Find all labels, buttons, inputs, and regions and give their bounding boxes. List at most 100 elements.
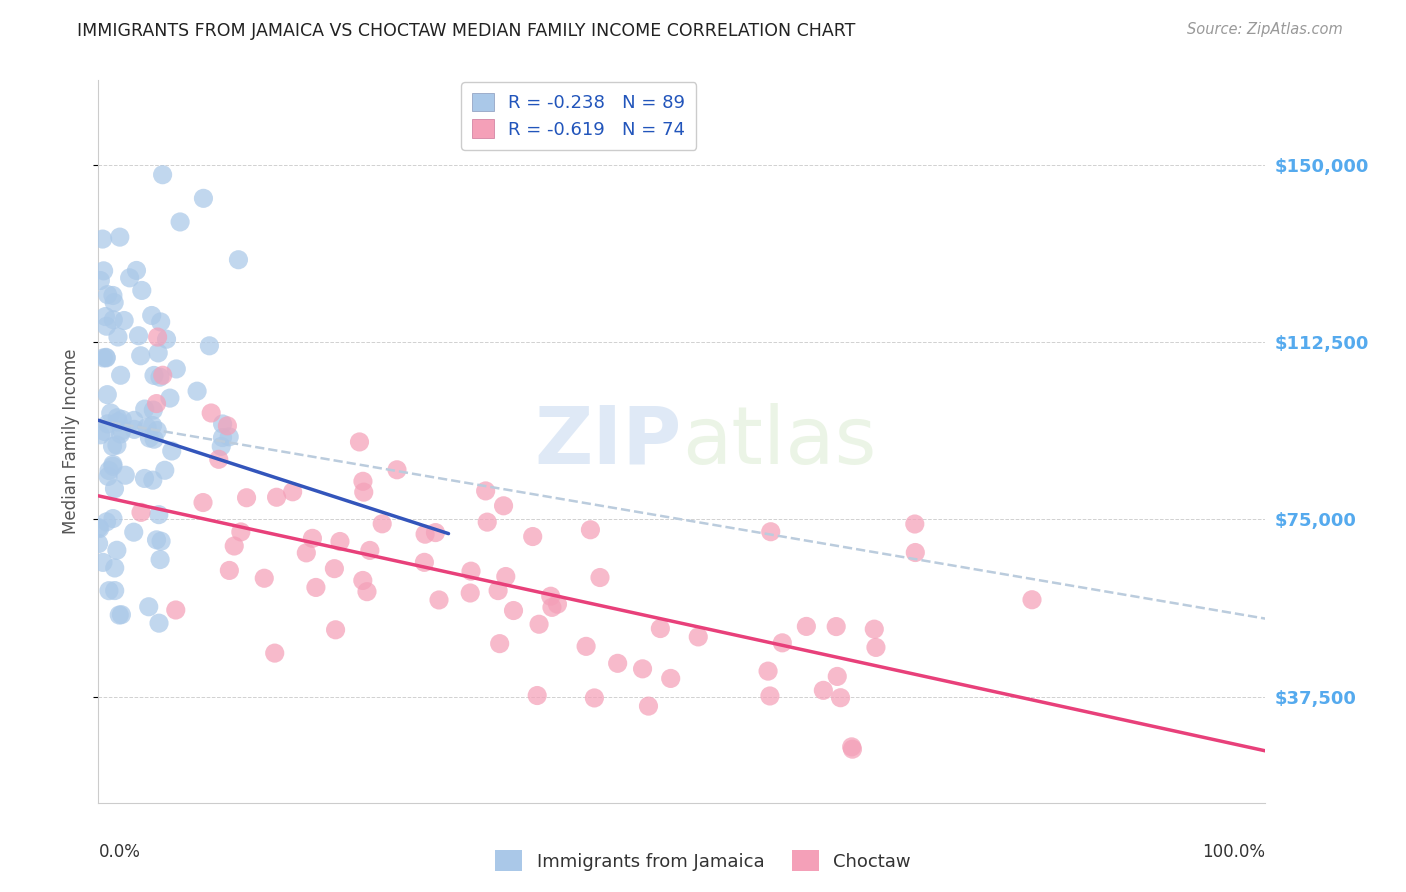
Point (94, 351, 117, 365)
Point (89, 427, 111, 442)
Point (211, 417, 233, 431)
Point (191, 495, 214, 509)
Point (224, 539, 246, 553)
Point (149, 370, 172, 384)
Point (101, 458, 124, 472)
Point (425, 525, 447, 540)
Point (110, 427, 132, 442)
Point (152, 168, 174, 182)
Point (413, 555, 436, 569)
Point (112, 313, 135, 327)
Point (96, 319, 118, 334)
Point (97, 287, 120, 301)
Point (218, 430, 240, 444)
Text: 100.0%: 100.0% (1202, 843, 1265, 861)
Point (136, 420, 159, 434)
Point (114, 468, 136, 483)
Point (904, 516, 927, 531)
Point (103, 295, 125, 310)
Point (93, 264, 115, 278)
Point (110, 607, 132, 622)
Point (141, 309, 163, 323)
Point (152, 368, 174, 383)
Point (153, 463, 176, 477)
Point (796, 619, 818, 633)
Point (149, 552, 172, 566)
Point (169, 215, 191, 229)
Point (841, 742, 863, 756)
Point (486, 583, 509, 598)
Point (105, 438, 128, 452)
Point (145, 533, 167, 547)
Point (863, 622, 886, 636)
Point (371, 516, 394, 531)
Point (142, 403, 165, 417)
Point (138, 431, 160, 445)
Text: Source: ZipAtlas.com: Source: ZipAtlas.com (1187, 22, 1343, 37)
Point (323, 561, 346, 575)
Point (546, 597, 568, 611)
Point (1021, 592, 1043, 607)
Point (103, 482, 125, 496)
Point (305, 581, 328, 595)
Point (97, 417, 120, 431)
Point (165, 603, 187, 617)
Point (526, 689, 548, 703)
Point (105, 410, 128, 425)
Point (131, 284, 153, 298)
Point (108, 607, 131, 622)
Point (101, 288, 124, 302)
Point (100, 406, 122, 420)
Point (87, 536, 110, 550)
Point (356, 584, 378, 599)
Point (301, 532, 323, 546)
Point (266, 490, 288, 504)
Point (134, 471, 156, 485)
Point (91, 351, 114, 365)
Point (235, 491, 257, 505)
Point (540, 589, 562, 603)
Point (101, 459, 124, 474)
Point (122, 413, 145, 427)
Point (579, 523, 602, 537)
Point (211, 431, 233, 445)
Point (145, 396, 167, 410)
Legend: R = -0.238   N = 89, R = -0.619   N = 74: R = -0.238 N = 89, R = -0.619 N = 74 (461, 82, 696, 150)
Point (770, 636, 793, 650)
Point (353, 485, 375, 500)
Point (101, 511, 124, 525)
Point (134, 402, 156, 417)
Point (125, 263, 148, 277)
Text: ZIP: ZIP (534, 402, 682, 481)
Text: IMMIGRANTS FROM JAMAICA VS CHOCTAW MEDIAN FAMILY INCOME CORRELATION CHART: IMMIGRANTS FROM JAMAICA VS CHOCTAW MEDIA… (77, 22, 856, 40)
Point (474, 483, 496, 498)
Point (105, 543, 128, 558)
Point (359, 543, 381, 558)
Point (124, 422, 146, 436)
Point (606, 657, 628, 671)
Point (108, 230, 131, 244)
Point (583, 690, 606, 705)
Point (575, 640, 598, 654)
Point (143, 368, 166, 383)
Point (110, 368, 132, 383)
Point (111, 424, 134, 438)
Point (98, 464, 121, 478)
Point (122, 525, 145, 540)
Point (209, 439, 232, 453)
Point (148, 508, 170, 522)
Point (352, 475, 374, 489)
Point (155, 332, 177, 346)
Point (107, 330, 129, 344)
Point (149, 315, 172, 329)
Point (111, 412, 134, 426)
Point (160, 444, 183, 458)
Point (104, 583, 127, 598)
Point (825, 619, 848, 633)
Legend: Immigrants from Jamaica, Choctaw: Immigrants from Jamaica, Choctaw (488, 843, 918, 879)
Point (427, 593, 450, 607)
Point (128, 328, 150, 343)
Point (218, 563, 240, 577)
Point (91, 232, 114, 246)
Point (94, 310, 117, 324)
